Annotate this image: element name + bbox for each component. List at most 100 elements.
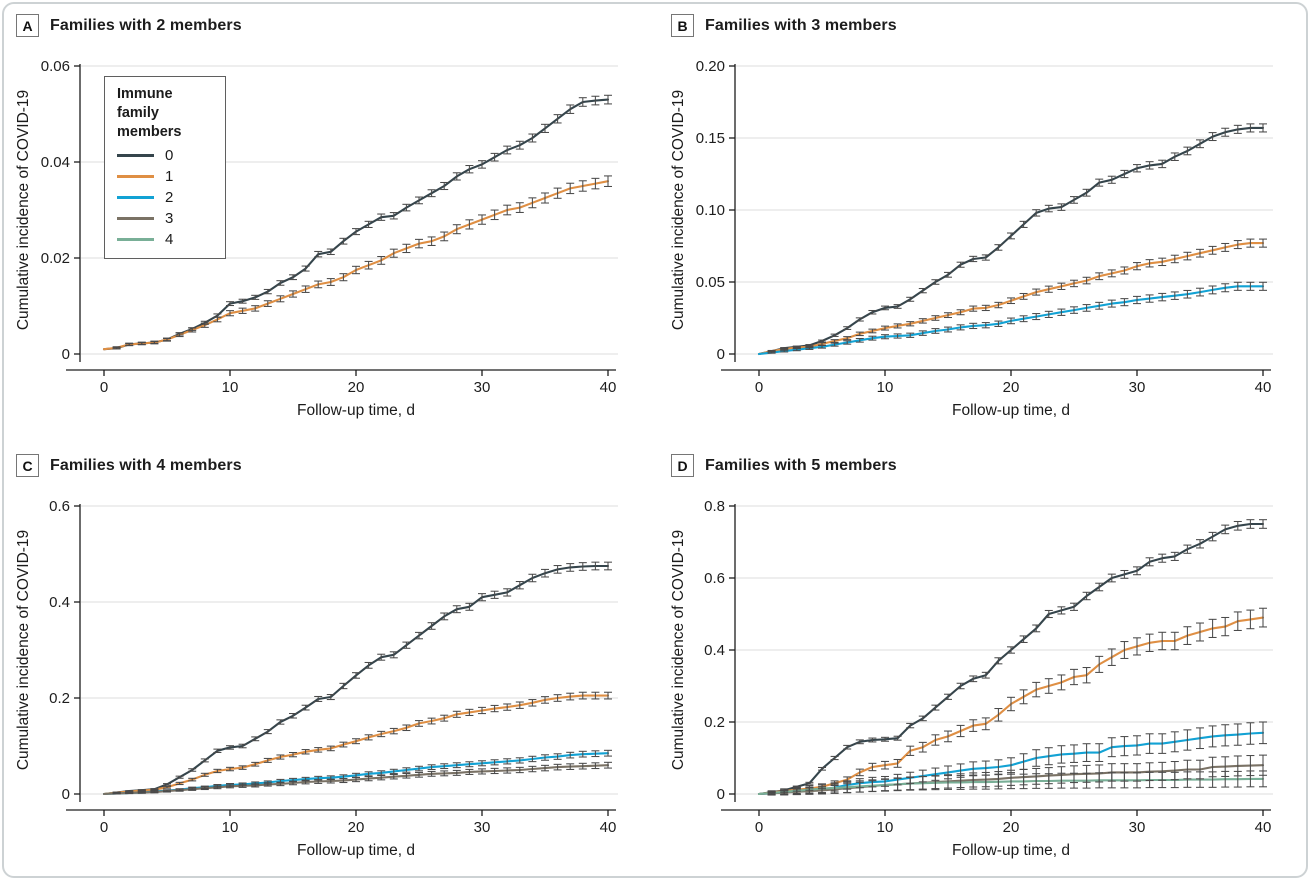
legend-item-label: 1 [165,167,174,185]
x-tick-label: 0 [100,379,108,396]
x-tick-label: 40 [600,379,617,396]
y-tick-label: 0.10 [696,202,725,219]
legend-item-0: 0 [117,147,215,164]
panel-header: D Families with 5 members [671,454,897,477]
y-tick-label: 0.2 [704,714,725,731]
legend-swatch-1 [117,174,154,178]
y-tick-label: 0.6 [704,570,725,587]
x-tick-label: 20 [348,379,365,396]
y-tick-label: 0.04 [41,154,70,171]
error-bars-0 [767,123,1267,353]
y-tick-label: 0 [62,346,70,363]
gridlines [736,505,1273,795]
plot-svg: 0 0.2 0.4 0.6 0.8 0 10 20 30 40 [704,498,1273,836]
x-tick-label: 40 [1255,819,1272,836]
x-tick-label: 40 [600,819,617,836]
x-tick-label: 40 [1255,379,1272,396]
legend-item-label: 4 [165,230,174,248]
legend-swatch-2 [117,195,154,199]
y-tick-label: 0 [717,346,725,363]
error-bars-1 [767,238,1267,353]
x-tick-label: 30 [1129,819,1146,836]
x-tick-label: 10 [222,379,239,396]
axes [66,504,616,816]
y-tick-labels: 0 0.2 0.4 0.6 [49,498,70,803]
y-tick-label: 0.2 [49,690,70,707]
x-tick-labels: 0 10 20 30 40 [755,379,1272,396]
legend-swatch-4 [117,237,154,241]
y-tick-label: 0 [62,786,70,803]
x-tick-label: 10 [877,379,894,396]
x-tick-labels: 0 10 20 30 40 [100,379,617,396]
panel-header: B Families with 3 members [671,14,897,37]
x-tick-label: 30 [474,379,491,396]
panel-header: C Families with 4 members [16,454,242,477]
x-tick-label: 30 [474,819,491,836]
error-bars-2 [767,721,1267,795]
x-tick-labels: 0 10 20 30 40 [100,819,617,836]
error-bars-1 [112,691,612,794]
legend-item-3: 3 [117,210,215,227]
x-axis-title: Follow-up time, d [296,402,416,419]
x-tick-label: 10 [222,819,239,836]
error-bars-2 [767,281,1267,354]
x-tick-label: 0 [755,379,763,396]
panel-letter-box: C [16,454,39,477]
plot-svg: 00.020.040.060 10 20 30 40 [41,58,618,396]
axes [66,64,616,376]
panel-a: A Families with 2 members Cumulative incid… [0,0,655,440]
error-bars-1 [112,175,612,350]
y-tick-labels: 0 0.05 0.10 0.15 0.20 [696,58,725,363]
legend-box: Immune family members 0 1 2 3 4 [104,76,226,259]
y-tick-label: 0.06 [41,58,70,75]
x-axis-title: Follow-up time, d [296,842,416,859]
legend-swatch-0 [117,153,154,157]
panel-title: Families with 4 members [50,456,242,474]
panel-title: Families with 3 members [705,16,897,34]
x-tick-label: 0 [755,819,763,836]
panel-b: B Families with 3 members Cumulative incid… [655,0,1310,440]
axes [721,64,1271,376]
gridlines [736,65,1273,355]
y-tick-label: 0.05 [696,274,725,291]
x-tick-label: 0 [100,819,108,836]
series-line-0 [757,522,1265,796]
x-tick-labels: 0 10 20 30 40 [755,819,1272,836]
x-tick-label: 20 [1003,819,1020,836]
legend-item-label: 3 [165,209,174,227]
gridlines [81,505,618,795]
y-tick-label: 0 [717,786,725,803]
x-tick-label: 10 [877,819,894,836]
panel-title: Families with 2 members [50,16,242,34]
y-tick-label: 0.02 [41,250,70,267]
axes [721,504,1271,816]
legend-item-4: 4 [117,231,215,248]
panel-letter-box: A [16,14,39,37]
y-tick-labels: 0 0.02 0.04 0.06 [41,58,70,363]
y-tick-labels: 0 0.2 0.4 0.6 0.8 [704,498,725,803]
x-tick-label: 20 [348,819,365,836]
y-tick-label: 0.4 [49,594,70,611]
panel-title: Families with 5 members [705,456,897,474]
legend-swatch-3 [117,216,154,220]
panel-letter-box: D [671,454,694,477]
panel-letter-box: B [671,14,694,37]
x-axis-title: Follow-up time, d [951,402,1071,419]
error-bars-4 [767,770,1267,796]
error-bars-3 [112,761,612,795]
y-tick-label: 0.20 [696,58,725,75]
plot-svg: 0 0.2 0.4 0.6 0 10 20 30 40 [49,498,618,836]
panel-header: A Families with 2 members [16,14,242,37]
panel-d: D Families with 5 members Cumulative incid… [655,440,1310,880]
error-bars-0 [767,519,1267,794]
x-axis-title: Follow-up time, d [951,842,1071,859]
x-tick-label: 30 [1129,379,1146,396]
y-tick-label: 0.4 [704,642,725,659]
legend-item-2: 2 [117,189,215,206]
y-tick-label: 0.6 [49,498,70,515]
y-tick-label: 0.8 [704,498,725,515]
panel-c: C Families with 4 members Cumulative incid… [0,440,655,880]
legend-item-label: 2 [165,188,174,206]
legend-title: Immune family members [117,86,182,140]
